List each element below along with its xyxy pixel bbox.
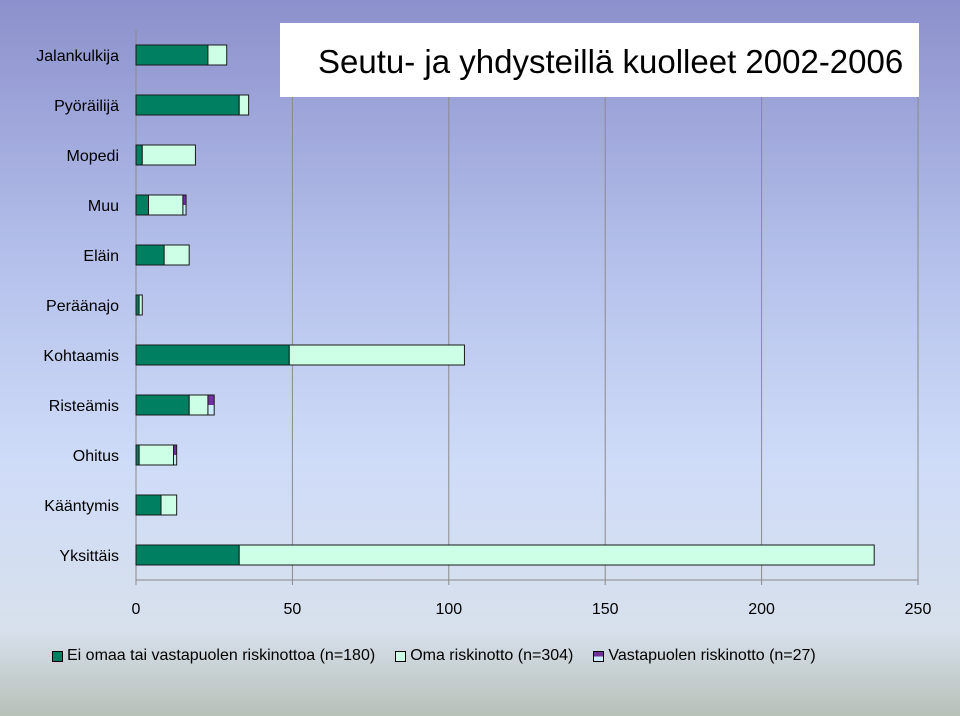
category-label: Yksittäis xyxy=(59,548,119,565)
bar-segment-vastapuolen-outline xyxy=(182,194,187,216)
x-tick-label: 50 xyxy=(284,601,302,618)
bar-segment-vastapuolen xyxy=(173,444,178,466)
legend-label-vasta: Vastapuolen riskinotto (n=27) xyxy=(608,647,816,664)
bar-segment-vastapuolen xyxy=(182,194,187,216)
bar-segment-ei-omaa xyxy=(135,494,162,516)
legend-swatch-vasta xyxy=(593,650,605,662)
legend-label-ei-omaa: Ei omaa tai vastapuolen riskinottoa (n=1… xyxy=(67,647,376,664)
bar-segment-ei-omaa xyxy=(135,44,209,66)
bar-segment-oma xyxy=(163,244,190,266)
bar-segment-ei-omaa xyxy=(135,94,240,116)
bar-segment-vastapuolen-outline xyxy=(207,394,215,416)
category-label: Peräänajo xyxy=(46,298,119,315)
legend-item-ei-omaa: Ei omaa tai vastapuolen riskinottoa (n=1… xyxy=(52,647,375,665)
bar-segment-oma xyxy=(148,194,184,216)
legend-swatch-oma xyxy=(395,650,407,662)
bar-segment-ei-omaa xyxy=(135,344,290,366)
bar-segment-oma xyxy=(207,44,228,66)
bar-segment-vastapuolen-bottom xyxy=(207,405,215,415)
bar-segment-vastapuolen-outline xyxy=(173,444,178,466)
category-label: Pyöräilijä xyxy=(54,98,119,115)
legend-item-vasta: Vastapuolen riskinotto (n=27) xyxy=(593,647,816,665)
category-label: Ohitus xyxy=(73,448,119,465)
category-label: Eläin xyxy=(83,248,119,265)
bar-segment-vastapuolen-top xyxy=(207,395,215,405)
bar-segment-oma xyxy=(138,294,143,316)
bar-segment-ei-omaa xyxy=(135,244,165,266)
bar-segment-vastapuolen-top xyxy=(173,445,177,455)
category-label: Kohtaamis xyxy=(43,348,119,365)
bar-segment-oma xyxy=(141,144,196,166)
x-tick-label: 100 xyxy=(435,601,462,618)
bar-segment-vastapuolen-bottom xyxy=(173,455,177,465)
category-label: Muu xyxy=(88,198,119,215)
title-box: Seutu- ja yhdysteillä kuolleet 2002-2006 xyxy=(280,23,919,97)
bar-segment-oma xyxy=(238,544,875,566)
x-tick-label: 250 xyxy=(905,601,932,618)
category-label: Kääntymis xyxy=(44,498,119,515)
bar-segment-vastapuolen-bottom xyxy=(182,205,187,215)
x-tick-label: 200 xyxy=(748,601,775,618)
x-tick-label: 0 xyxy=(132,601,141,618)
bar-segment-oma xyxy=(160,494,178,516)
bar-segment-ei-omaa xyxy=(135,544,240,566)
legend-swatch-ei-omaa xyxy=(52,650,63,662)
bar-segment-ei-omaa xyxy=(135,194,150,216)
bar-segment-vastapuolen xyxy=(207,394,215,416)
bar-segment-vastapuolen-top xyxy=(182,195,187,205)
category-label: Jalankulkija xyxy=(36,48,119,65)
bar-segment-ei-omaa xyxy=(135,144,143,166)
legend: Ei omaa tai vastapuolen riskinottoa (n=1… xyxy=(52,644,816,668)
bar-segment-ei-omaa xyxy=(135,394,190,416)
legend-item-oma: Oma riskinotto (n=304) xyxy=(395,647,573,665)
category-label: Mopedi xyxy=(67,148,119,165)
bar-segment-oma xyxy=(138,444,175,466)
bar-segment-oma xyxy=(188,394,209,416)
bar-segment-oma xyxy=(238,94,250,116)
chart-title: Seutu- ja yhdysteillä kuolleet 2002-2006 xyxy=(318,43,904,80)
legend-label-oma: Oma riskinotto (n=304) xyxy=(410,647,574,664)
category-label: Risteämis xyxy=(49,398,119,415)
bar-segment-oma xyxy=(288,344,465,366)
x-tick-label: 150 xyxy=(592,601,619,618)
